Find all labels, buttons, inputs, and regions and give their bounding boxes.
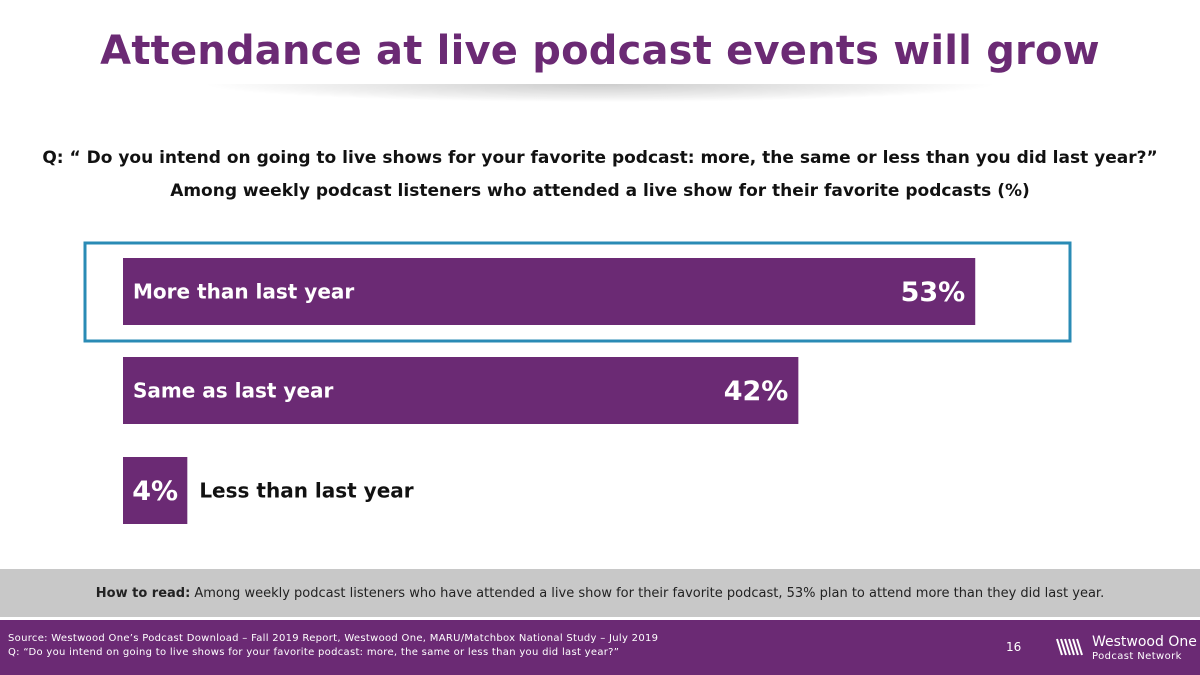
highlight-box-more-than-last-year — [83, 241, 1072, 343]
westwood-one-waveform-icon — [1056, 638, 1083, 656]
bar-chart: More than last year 53% Same as last year 4… — [83, 241, 1072, 524]
westwood-one-logo: Westwood One Podcast Network — [1056, 634, 1197, 664]
footer-question: Q: “Do you intend on going to live shows… — [8, 647, 620, 658]
value-label-less-than-last-year: 4% — [132, 476, 178, 507]
category-label-more-than-last-year: More than last year — [133, 280, 354, 304]
title-shadow — [0, 84, 1200, 128]
footer-source: Source: Westwood One’s Podcast Download … — [8, 633, 659, 644]
category-label-same-as-last-year: Same as last year — [133, 379, 334, 403]
how-to-read-label: How to read: — [95, 585, 191, 601]
bar-more-than-last-year — [123, 258, 976, 325]
value-label-same-as-last-year: 42% — [724, 376, 789, 407]
bar-less-than-last-year — [123, 457, 188, 524]
page-title: Attendance at live podcast events will g… — [100, 28, 1100, 74]
bar-same-as-last-year — [123, 357, 799, 424]
footer-source-block: Source: Westwood One’s Podcast Download … — [8, 632, 658, 660]
survey-base: Among weekly podcast listeners who atten… — [170, 181, 1030, 201]
how-to-read-text: Among weekly podcast listeners who have … — [194, 585, 1105, 601]
category-label-less-than-last-year: Less than last year — [199, 479, 413, 503]
page-number: 16 — [1006, 640, 1022, 654]
logo-subtitle: Podcast Network — [1092, 651, 1182, 662]
logo-name: Westwood One — [1092, 634, 1197, 650]
survey-question: Q: “ Do you intend on going to live show… — [42, 148, 1158, 168]
footer-bar: Source: Westwood One’s Podcast Download … — [0, 620, 1200, 675]
how-to-read-band: How to read: Among weekly podcast listen… — [0, 569, 1200, 617]
value-label-more-than-last-year: 53% — [901, 277, 966, 308]
